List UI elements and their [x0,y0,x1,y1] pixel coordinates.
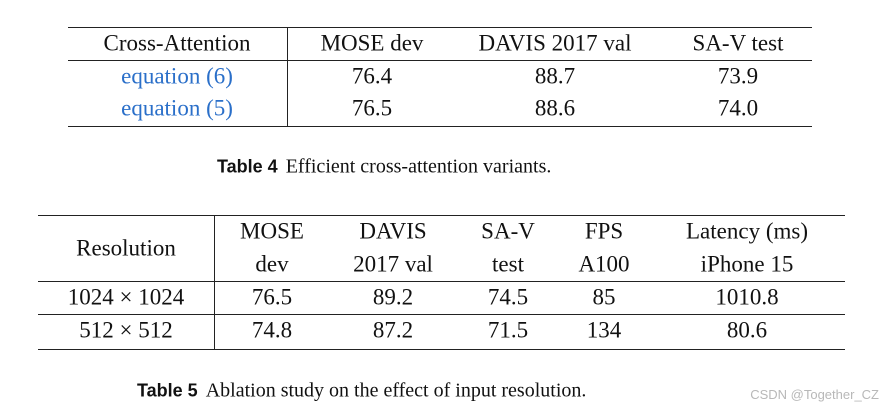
caption-text: Ablation study on the effect of input re… [205,379,587,402]
table-cell: 89.2 [372,284,414,310]
header-cell: A100 [578,251,630,277]
header-cell: DAVIS 2017 val [478,30,632,56]
header-cell: DAVIS [359,218,427,244]
caption-label: Table 4 [217,156,278,177]
table-cell: 88.7 [534,63,576,89]
rule [38,349,845,351]
row-link: equation (5) [121,95,233,121]
header-cell: Cross-Attention [103,30,251,56]
watermark: CSDN @Together_CZ [750,387,879,402]
header-cell: MOSE dev [320,30,424,56]
header-cell: Resolution [76,235,176,261]
header-cell: SA-V [481,218,535,244]
header-cell: FPS [584,218,624,244]
caption-label: Table 5 [137,380,198,401]
table-cell: 88.6 [534,95,576,121]
header-cell: dev [255,251,289,277]
table-cell: 1024 × 1024 [67,284,185,310]
rule [68,60,812,62]
header-cell: 2017 val [353,251,433,277]
table-cell: 74.0 [717,95,759,121]
rule [68,126,812,128]
table-cell: 87.2 [372,317,414,343]
rule [38,314,845,316]
table-cell: 80.6 [726,317,768,343]
table-cell: 73.9 [717,63,759,89]
table-cell: 76.5 [351,95,393,121]
table-caption: Table 5 Ablation study on the effect of i… [137,380,586,403]
table-cell: 85 [592,284,616,310]
table-cell: 74.5 [487,284,529,310]
table-cell: 71.5 [487,317,529,343]
table-cell: 76.5 [251,284,293,310]
table-cell: 74.8 [251,317,293,343]
header-cell: iPhone 15 [700,251,794,277]
column-rule [214,215,216,349]
header-cell: SA-V test [692,30,784,56]
table-caption: Table 4 Efficient cross-attention variant… [217,156,551,179]
rule [38,281,845,283]
rule [68,27,812,29]
table-cell: 1010.8 [715,284,779,310]
rule [38,215,845,217]
header-cell: Latency (ms) [686,218,808,244]
header-cell: test [492,251,524,277]
column-rule [287,27,289,126]
header-cell: MOSE [240,218,304,244]
caption-text: Efficient cross-attention variants. [285,155,552,178]
table-cell: 134 [586,317,622,343]
table-cell: 512 × 512 [79,317,173,343]
table-cell: 76.4 [351,63,393,89]
row-link: equation (6) [121,63,233,89]
